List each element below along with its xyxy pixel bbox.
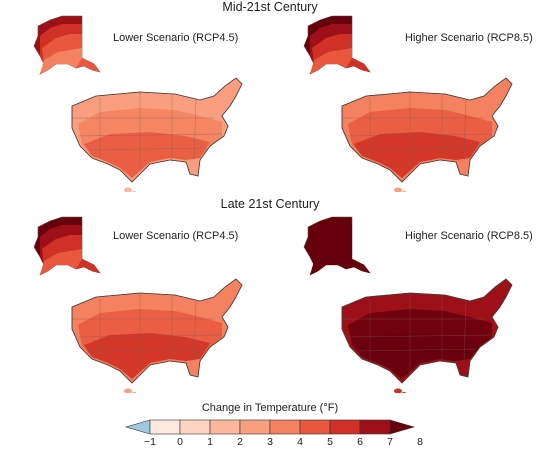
panel-label: Higher Scenario (RCP8.5) <box>405 230 533 242</box>
temperature-map <box>303 216 513 393</box>
legend-tick-label: −1 <box>144 436 156 448</box>
alaska-band <box>310 48 352 74</box>
legend-tick-label: 1 <box>207 436 213 448</box>
panel-label: Higher Scenario (RCP8.5) <box>405 32 533 44</box>
state-border <box>87 348 207 352</box>
map-panel-mid-rcp85: Higher Scenario (RCP8.5) <box>270 12 540 192</box>
legend-tick-label: 6 <box>357 436 363 448</box>
row-title-late: Late 21st Century <box>220 197 320 211</box>
legend-bin <box>359 419 391 435</box>
state-border <box>87 147 207 151</box>
map-regions <box>33 15 243 192</box>
legend-tick-label: 7 <box>387 436 393 448</box>
state-border <box>347 334 493 338</box>
legend-bin <box>329 419 361 435</box>
state-border <box>77 334 223 338</box>
row-title-mid: Mid-21st Century <box>222 0 318 14</box>
state-border <box>463 300 467 362</box>
map-regions <box>303 15 513 192</box>
legend-bin <box>209 419 241 435</box>
alaska-band <box>310 249 352 275</box>
legend-title: Change in Temperature (°F) <box>201 402 339 414</box>
legend-bin <box>124 419 151 435</box>
state-border <box>347 133 493 137</box>
map-regions <box>33 216 243 393</box>
temperature-map <box>303 15 513 192</box>
temperature-map <box>33 216 243 393</box>
legend-bin <box>149 419 181 435</box>
state-border <box>357 147 477 151</box>
map-panel-late-rcp85: Higher Scenario (RCP8.5) <box>270 213 540 393</box>
state-border <box>463 99 467 161</box>
legend-bin <box>389 419 416 435</box>
legend-tick-label: 3 <box>267 436 273 448</box>
legend-bin <box>269 419 301 435</box>
legend-tick-label: 2 <box>237 436 243 448</box>
map-panel-mid-rcp45: Lower Scenario (RCP4.5) <box>0 12 270 192</box>
conus-outline <box>71 77 243 183</box>
state-border <box>193 300 197 362</box>
alaska-band <box>40 48 82 74</box>
state-border <box>77 133 223 137</box>
panel-label: Lower Scenario (RCP4.5) <box>113 230 239 242</box>
hawaii-island <box>124 388 132 393</box>
hawaii-island <box>131 392 137 393</box>
hawaii-island <box>124 187 132 192</box>
conus-band <box>354 132 480 178</box>
legend-tick-label: 8 <box>417 436 423 448</box>
legend-tick-label: 4 <box>297 436 303 448</box>
temperature-map <box>33 15 243 192</box>
state-border <box>193 99 197 161</box>
conus-outline <box>341 278 513 384</box>
alaska-band <box>40 249 82 275</box>
legend-bin <box>299 419 331 435</box>
hawaii-island <box>401 191 407 192</box>
hawaii-island <box>131 191 137 192</box>
color-scale-bar <box>124 419 416 435</box>
hawaii-island <box>401 392 407 393</box>
state-border <box>357 348 477 352</box>
legend-tick-label: 0 <box>177 436 183 448</box>
legend-bin <box>239 419 271 435</box>
legend-tick-label: 5 <box>327 436 333 448</box>
conus-band <box>84 333 210 379</box>
legend-bin <box>179 419 211 435</box>
conus-outline <box>71 278 243 384</box>
hawaii-island <box>394 388 402 393</box>
conus-band <box>84 132 210 178</box>
map-panel-late-rcp45: Lower Scenario (RCP4.5) <box>0 213 270 393</box>
conus-outline <box>341 77 513 183</box>
panel-label: Lower Scenario (RCP4.5) <box>113 32 239 44</box>
conus-band <box>354 333 480 379</box>
map-regions <box>303 216 513 393</box>
hawaii-island <box>394 187 402 192</box>
